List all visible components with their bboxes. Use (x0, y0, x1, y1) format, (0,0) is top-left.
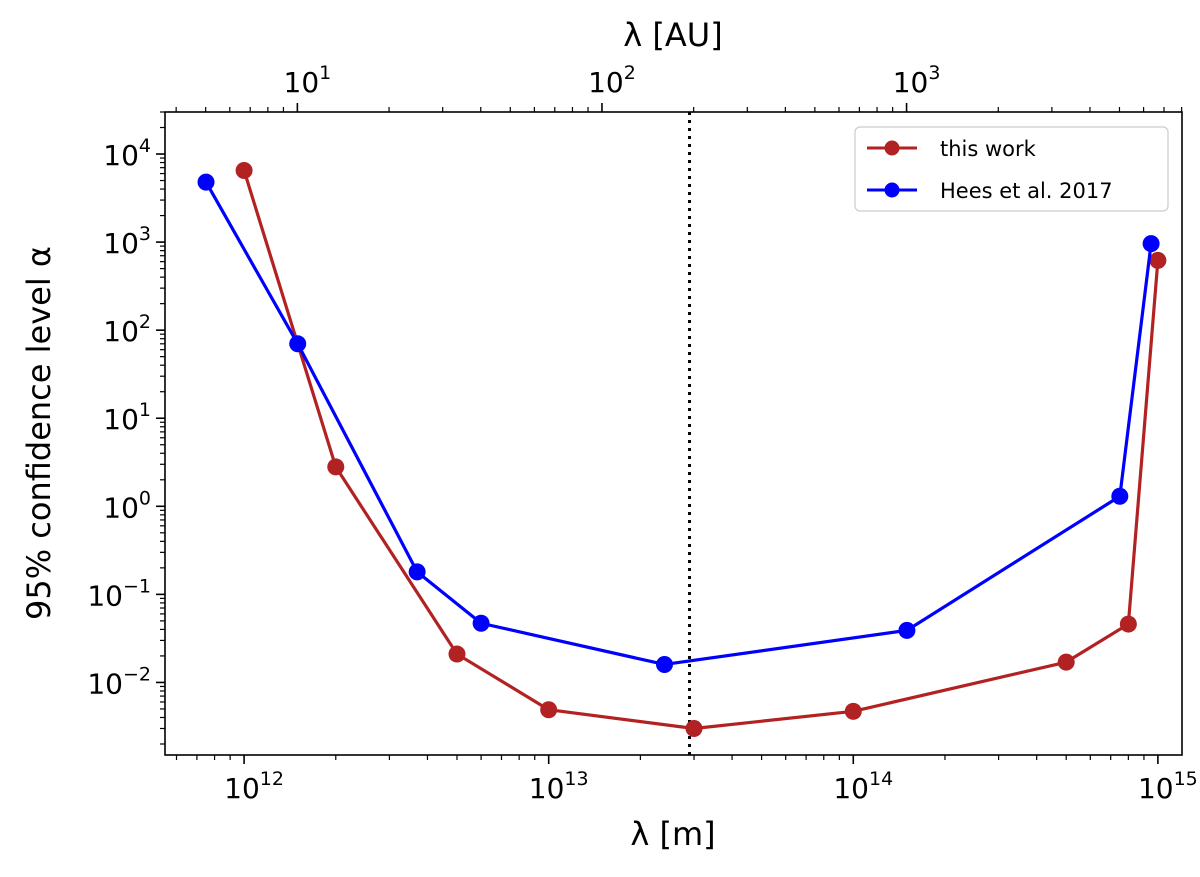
x-tick-label-exp: 12 (260, 768, 284, 790)
legend: this work Hees et al. 2017 (854, 126, 1169, 212)
y-axis-label: 95% confidence level α (20, 246, 58, 620)
y-tick-label-exp: 2 (139, 311, 151, 333)
data-point (540, 701, 558, 719)
y-tick-label-base: 10 (87, 579, 123, 612)
x-tick-label: 1013 (529, 768, 589, 805)
x-tick-label-base: 10 (224, 772, 260, 805)
x-tick-label-exp: 13 (564, 768, 588, 790)
data-point (289, 335, 307, 353)
y-tick-label: 104 (103, 135, 151, 172)
top-tick-label-exp: 2 (624, 62, 636, 84)
x-tick-label-base: 10 (1138, 772, 1174, 805)
legend-marker-hees (884, 182, 900, 198)
top-axis-label: λ [AU] (623, 16, 722, 54)
data-point (327, 458, 345, 476)
y-tick-label-exp: 3 (139, 223, 151, 245)
y-tick-label-exp: 0 (139, 487, 151, 509)
y-tick-label: 102 (103, 311, 151, 348)
data-point (1119, 615, 1137, 633)
x-tick-label-base: 10 (833, 772, 869, 805)
y-tick-label-base: 10 (103, 315, 139, 348)
legend-marker-this-work (884, 140, 900, 156)
series-1 (197, 173, 1160, 673)
y-tick-label: 10−2 (87, 663, 151, 700)
top-tick-label-exp: 3 (928, 62, 940, 84)
x-tick-label: 1014 (833, 768, 893, 805)
top-tick-label-base: 10 (588, 66, 624, 99)
y-tick-label-exp: −2 (123, 663, 151, 685)
y-tick-label-exp: −1 (123, 575, 151, 597)
y-tick-label-exp: 4 (139, 135, 151, 157)
legend-box (854, 126, 1169, 212)
data-point (898, 621, 916, 639)
x-tick-label-base: 10 (529, 772, 565, 805)
series-0 (235, 161, 1167, 737)
data-point (448, 645, 466, 663)
series-line (204, 181, 1153, 667)
y-tick-label: 103 (103, 223, 151, 260)
top-tick-label-exp: 1 (319, 62, 331, 84)
x-tick-label: 1012 (224, 768, 284, 805)
y-tick-label-base: 10 (87, 667, 123, 700)
data-point (1142, 235, 1160, 253)
top-tick-label-base: 10 (284, 66, 320, 99)
legend-label-hees: Hees et al. 2017 (940, 179, 1113, 203)
y-tick-label-base: 10 (103, 227, 139, 260)
y-tick-label-base: 10 (103, 491, 139, 524)
data-point (408, 563, 426, 581)
data-point (235, 161, 253, 179)
data-point (844, 702, 862, 720)
y-tick-label: 100 (103, 487, 151, 524)
top-tick-label-base: 10 (893, 66, 929, 99)
data-point (1057, 653, 1075, 671)
data-point (1149, 251, 1167, 269)
y-tick-label-exp: 1 (139, 399, 151, 421)
data-point (655, 655, 673, 673)
x-tick-label: 1015 (1138, 768, 1198, 805)
data-point (472, 614, 490, 632)
top-tick-label: 102 (588, 62, 636, 99)
x-tick-label-exp: 14 (869, 768, 893, 790)
data-point (197, 173, 215, 191)
legend-label-this-work: this work (940, 137, 1037, 161)
y-tick-label-base: 10 (103, 139, 139, 172)
data-point (685, 719, 703, 737)
plot-frame (164, 111, 1183, 756)
y-tick-label-base: 10 (103, 403, 139, 436)
data-point (1111, 487, 1129, 505)
x-axis-label: λ [m] (630, 815, 715, 853)
x-tick-label-exp: 15 (1174, 768, 1198, 790)
y-tick-label: 10−1 (87, 575, 151, 612)
top-tick-label: 101 (284, 62, 332, 99)
top-tick-label: 103 (893, 62, 941, 99)
y-tick-label: 101 (103, 399, 151, 436)
